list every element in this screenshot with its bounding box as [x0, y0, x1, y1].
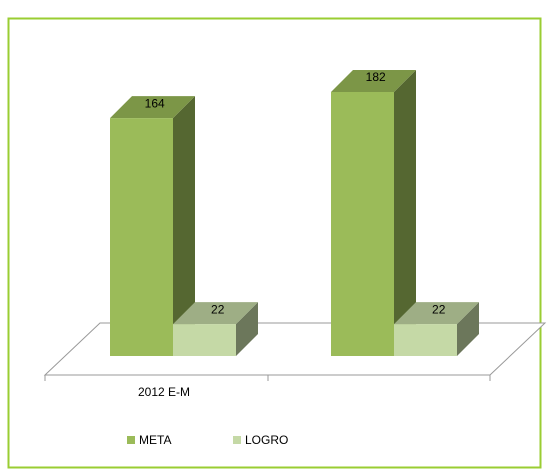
x-tick-label: 2012 E-M — [138, 385, 190, 399]
bar-side — [394, 70, 416, 356]
bar — [394, 324, 457, 356]
legend-swatch — [233, 436, 241, 444]
bar-top — [110, 96, 195, 119]
bar-side — [173, 96, 195, 356]
bar-side — [236, 302, 258, 356]
chart-border — [7, 17, 542, 469]
bar-top — [173, 302, 258, 325]
value-label: 182 — [366, 70, 386, 84]
value-label: 22 — [211, 302, 225, 316]
bar-top — [331, 70, 416, 92]
value-label: 164 — [145, 96, 165, 110]
value-label: 22 — [432, 302, 446, 316]
bar-top — [394, 302, 479, 325]
legend-label: LOGRO — [245, 433, 288, 447]
bar — [110, 118, 173, 356]
bar — [173, 324, 236, 356]
legend-label: META — [139, 433, 171, 447]
legend-swatch — [127, 436, 135, 444]
bar — [331, 92, 394, 356]
bar-side — [457, 302, 479, 356]
